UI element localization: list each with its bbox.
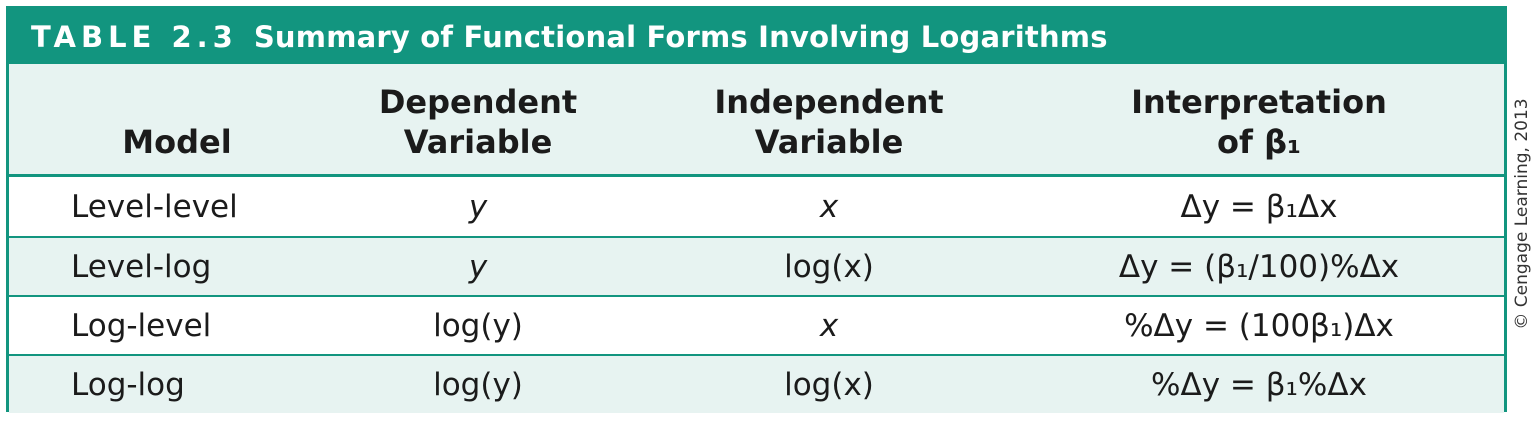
header-independent-line1: Independent (714, 83, 944, 121)
header-dependent-line1: Dependent (378, 83, 578, 121)
table-row-log-log: Log-log log(y) log(x) %Δy = β₁%Δx (9, 354, 1504, 413)
cell-independent: log(x) (784, 248, 874, 285)
cell-model: Log-log (71, 366, 185, 403)
cell-dependent: y (468, 188, 488, 225)
cell-interpretation: Δy = (β₁/100)%Δx (1118, 248, 1400, 285)
table-row-log-level: Log-level log(y) x %Δy = (100β₁)Δx (9, 295, 1504, 354)
cell-independent: log(x) (784, 366, 874, 403)
table-number: TABLE 2.3 (31, 19, 238, 54)
header-interpretation-line2: of β₁ (1217, 123, 1301, 161)
cell-interpretation: Δy = β₁Δx (1180, 188, 1338, 225)
header-dependent-variable: Dependent Variable (358, 82, 598, 162)
table-frame: TABLE 2.3 Summary of Functional Forms In… (6, 6, 1507, 413)
cell-model: Level-level (71, 188, 238, 225)
table-row-level-level: Level-level y x Δy = β₁Δx (9, 177, 1504, 236)
copyright-text: © Cengage Learning, 2013 (1512, 97, 1532, 330)
cell-dependent: y (468, 248, 488, 285)
cell-interpretation: %Δy = (100β₁)Δx (1124, 307, 1394, 344)
cell-model: Log-level (71, 307, 212, 344)
header-model: Model (92, 122, 262, 162)
table-row-level-log: Level-log y log(x) Δy = (β₁/100)%Δx (9, 236, 1504, 295)
table-title-bar: TABLE 2.3 Summary of Functional Forms In… (9, 9, 1504, 64)
header-model-label: Model (122, 123, 232, 161)
column-header-row: Model Dependent Variable Independent Var… (9, 64, 1504, 177)
header-interpretation: Interpretation of β₁ (1119, 82, 1399, 162)
header-independent-line2: Variable (754, 123, 904, 161)
header-dependent-line2: Variable (403, 123, 553, 161)
header-independent-variable: Independent Variable (699, 82, 959, 162)
cell-independent: x (819, 307, 839, 344)
header-interpretation-line1: Interpretation (1131, 83, 1387, 121)
copyright-notice: © Cengage Learning, 2013 (1511, 16, 1533, 411)
cell-dependent: log(y) (433, 366, 523, 403)
cell-model: Level-log (71, 248, 212, 285)
cell-independent: x (819, 188, 839, 225)
cell-dependent: log(y) (433, 307, 523, 344)
cell-interpretation: %Δy = β₁%Δx (1151, 366, 1367, 403)
table-title: Summary of Functional Forms Involving Lo… (253, 19, 1108, 54)
